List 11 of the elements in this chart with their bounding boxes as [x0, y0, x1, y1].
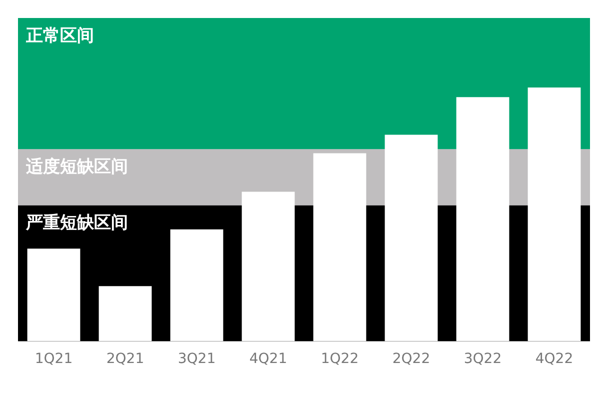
x-tick-label: 2Q22: [392, 351, 430, 368]
x-tick-label: 4Q21: [249, 351, 288, 368]
x-tick-label: 3Q21: [178, 351, 216, 368]
x-tick-label: 1Q22: [320, 351, 359, 368]
band-label: 严重短缺区间: [25, 213, 128, 234]
band-label: 适度短缺区间: [25, 157, 128, 178]
band-label: 正常区间: [25, 26, 94, 46]
x-tick-label: 3Q22: [464, 351, 502, 368]
x-tick-label: 4Q22: [535, 351, 574, 368]
x-tick-label: 2Q21: [106, 351, 144, 368]
x-tick-label: 1Q21: [34, 351, 73, 368]
